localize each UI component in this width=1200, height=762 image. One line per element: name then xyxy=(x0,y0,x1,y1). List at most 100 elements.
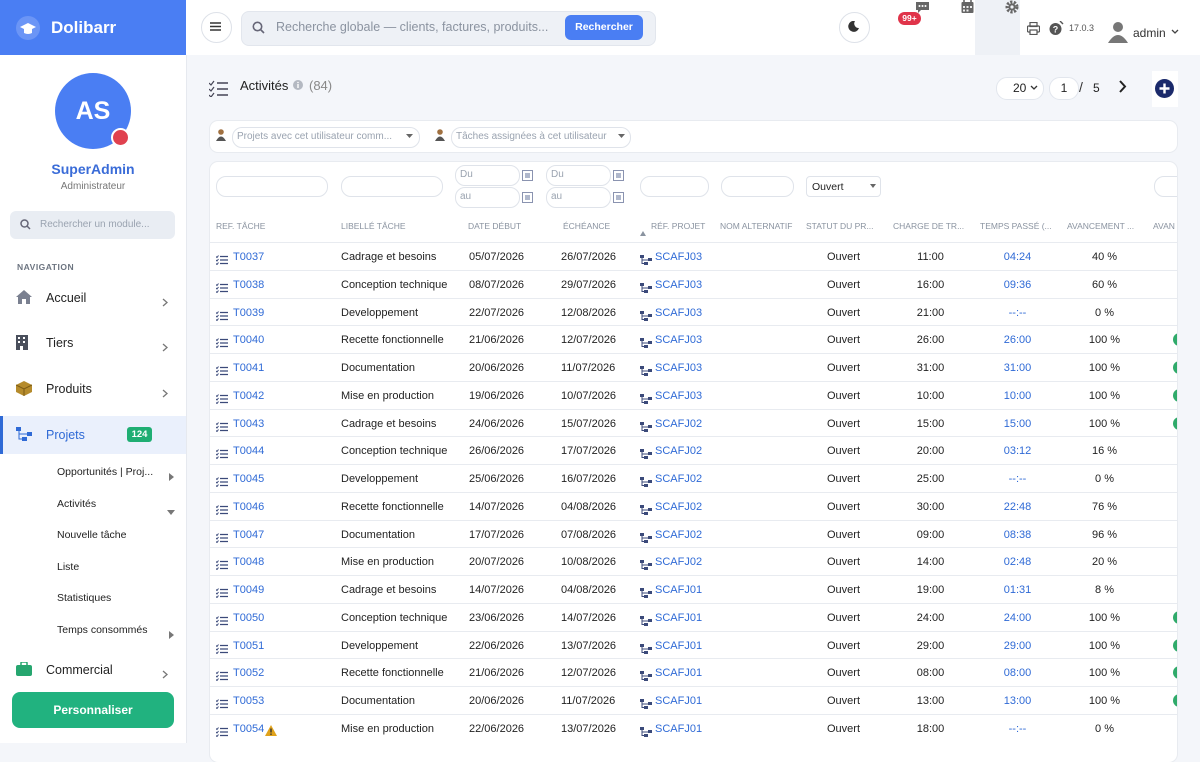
ref-filter[interactable] xyxy=(216,176,328,197)
end-from[interactable] xyxy=(546,165,611,186)
column-header[interactable]: LIBELLÉ TÂCHE xyxy=(341,221,406,231)
project-ref[interactable]: SCAFJ02 xyxy=(655,556,703,569)
menu-toggle[interactable] xyxy=(201,12,232,43)
menu-item[interactable]: Tiers xyxy=(46,336,74,350)
project-ref[interactable]: SCAFJ02 xyxy=(655,445,703,458)
time-spent[interactable]: --:-- xyxy=(1008,306,1027,319)
submenu-item[interactable]: Activités xyxy=(57,498,97,510)
project-ref[interactable]: SCAFJ03 xyxy=(655,362,703,374)
time-spent[interactable]: 22:48 xyxy=(1003,500,1032,513)
page-size-select[interactable] xyxy=(996,77,1044,100)
end-to[interactable] xyxy=(546,187,611,208)
settings-icon[interactable] xyxy=(1005,0,1019,14)
task-ref[interactable]: T0051 xyxy=(233,639,265,652)
submenu-item[interactable]: Opportunités | Proj... xyxy=(57,466,154,478)
project-filter[interactable] xyxy=(640,176,709,197)
task-ref[interactable]: T0050 xyxy=(233,611,265,624)
menu-item[interactable]: Accueil xyxy=(46,291,87,305)
next-page[interactable] xyxy=(1118,80,1127,93)
column-header[interactable]: DATE DÉBUT xyxy=(468,221,522,231)
start-from[interactable] xyxy=(455,165,520,186)
time-spent[interactable]: --:-- xyxy=(1008,722,1027,735)
calendar-picker[interactable] xyxy=(613,192,624,203)
time-spent[interactable]: 01:31 xyxy=(1003,584,1032,596)
column-header[interactable]: RÉF. PROJET xyxy=(651,221,706,231)
column-header[interactable]: REF. TÂCHE xyxy=(216,221,266,231)
time-spent[interactable]: 29:00 xyxy=(1003,639,1032,652)
task-user-select[interactable] xyxy=(451,127,631,148)
menu-item[interactable]: Commercial xyxy=(46,663,113,677)
customize-button[interactable] xyxy=(12,692,174,728)
search-button[interactable] xyxy=(565,15,643,40)
time-spent[interactable]: 24:00 xyxy=(1003,611,1032,624)
project-ref[interactable]: SCAFJ02 xyxy=(655,417,703,430)
project-ref[interactable]: SCAFJ01 xyxy=(655,695,703,707)
time-spent[interactable]: --:-- xyxy=(1008,473,1027,485)
brand-bar[interactable]: Dolibarr xyxy=(0,0,186,55)
column-header[interactable]: ÉCHÉANCE xyxy=(563,221,611,231)
column-header[interactable]: STATUT DU PR... xyxy=(806,221,874,231)
project-ref[interactable]: SCAFJ03 xyxy=(655,251,703,263)
submenu-item[interactable]: Liste xyxy=(57,561,80,573)
project-ref[interactable]: SCAFJ03 xyxy=(655,389,703,402)
task-ref[interactable]: T0046 xyxy=(233,500,265,513)
extra-filter[interactable] xyxy=(1154,176,1177,197)
submenu-item[interactable]: Temps consommés xyxy=(57,624,148,636)
calendar-picker[interactable] xyxy=(522,192,533,203)
label-filter[interactable] xyxy=(341,176,443,197)
project-ref[interactable]: SCAFJ03 xyxy=(655,306,703,319)
info-icon[interactable] xyxy=(293,80,303,90)
column-header[interactable]: CHARGE DE TR... xyxy=(893,221,965,231)
task-ref[interactable]: T0044 xyxy=(233,445,265,458)
time-spent[interactable]: 31:00 xyxy=(1003,362,1032,374)
project-ref[interactable]: SCAFJ01 xyxy=(655,584,703,596)
print-icon[interactable] xyxy=(1027,22,1040,35)
task-ref[interactable]: T0037 xyxy=(233,251,265,263)
time-spent[interactable]: 04:24 xyxy=(1003,251,1032,263)
column-header[interactable]: AVANCEMENT ... xyxy=(1067,221,1135,231)
column-header[interactable]: TEMPS PASSÉ (... xyxy=(980,221,1052,231)
start-to[interactable] xyxy=(455,187,520,208)
calendar-picker[interactable] xyxy=(522,170,533,181)
project-ref[interactable]: SCAFJ01 xyxy=(655,611,703,624)
project-ref[interactable]: SCAFJ02 xyxy=(655,500,703,513)
task-ref[interactable]: T0040 xyxy=(233,334,265,347)
column-header[interactable]: NOM ALTERNATIF xyxy=(720,221,793,231)
messages-icon[interactable] xyxy=(915,1,930,14)
user-avatar[interactable] xyxy=(1108,21,1128,43)
module-search[interactable] xyxy=(10,211,175,239)
time-spent[interactable]: 15:00 xyxy=(1003,417,1032,430)
project-ref[interactable]: SCAFJ03 xyxy=(655,334,703,347)
username[interactable]: admin xyxy=(1133,26,1166,40)
project-ref[interactable]: SCAFJ03 xyxy=(655,278,703,291)
task-ref[interactable]: T0052 xyxy=(233,667,265,680)
task-ref[interactable]: T0042 xyxy=(233,389,265,402)
add-button[interactable] xyxy=(1155,79,1174,98)
task-ref[interactable]: T0043 xyxy=(233,417,265,430)
project-ref[interactable]: SCAFJ02 xyxy=(655,528,703,541)
time-spent[interactable]: 09:36 xyxy=(1003,278,1032,291)
task-ref[interactable]: T0045 xyxy=(233,473,265,485)
time-spent[interactable]: 08:38 xyxy=(1003,528,1032,541)
menu-item[interactable]: Projets xyxy=(46,428,85,442)
task-ref[interactable]: T0047 xyxy=(233,528,265,541)
task-ref[interactable]: T0054 xyxy=(233,722,265,735)
time-spent[interactable]: 03:12 xyxy=(1003,445,1032,458)
task-ref[interactable]: T0049 xyxy=(233,584,265,596)
submenu-item[interactable]: Statistiques xyxy=(57,592,112,604)
time-spent[interactable]: 10:00 xyxy=(1003,389,1032,402)
task-ref[interactable]: T0039 xyxy=(233,306,265,319)
submenu-item[interactable]: Nouvelle tâche xyxy=(57,529,127,541)
time-spent[interactable]: 02:48 xyxy=(1003,556,1032,569)
time-spent[interactable]: 26:00 xyxy=(1003,334,1032,347)
page-input[interactable] xyxy=(1049,77,1079,100)
task-ref[interactable]: T0053 xyxy=(233,695,265,707)
alt-name-filter[interactable] xyxy=(721,176,794,197)
task-ref[interactable]: T0038 xyxy=(233,278,265,291)
task-ref[interactable]: T0041 xyxy=(233,362,265,374)
project-ref[interactable]: SCAFJ01 xyxy=(655,639,703,652)
task-ref[interactable]: T0048 xyxy=(233,556,265,569)
menu-item[interactable]: Produits xyxy=(46,382,92,396)
calendar-icon[interactable] xyxy=(961,0,974,14)
time-spent[interactable]: 08:00 xyxy=(1003,667,1032,680)
